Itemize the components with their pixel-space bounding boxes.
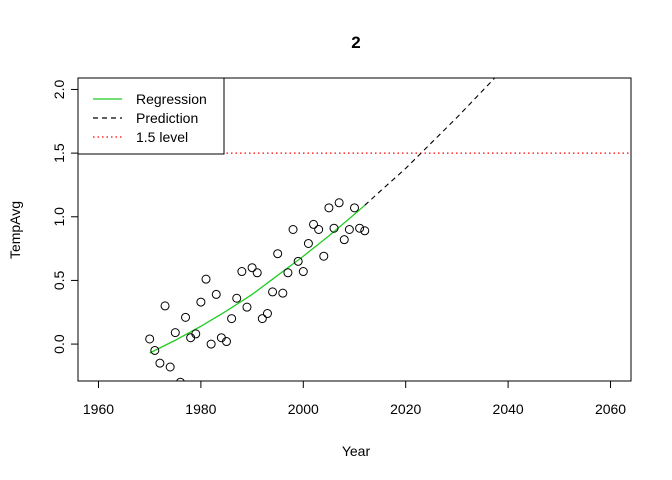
legend-label: Regression xyxy=(136,91,207,107)
data-point xyxy=(165,362,175,372)
data-point xyxy=(252,268,262,278)
y-tick-label: 2.0 xyxy=(51,80,67,100)
data-point xyxy=(160,301,170,311)
y-tick-label: 1.0 xyxy=(51,207,67,227)
data-point xyxy=(293,256,303,266)
y-tick-label: 1.5 xyxy=(51,143,67,163)
data-point xyxy=(355,223,365,233)
data-point xyxy=(155,358,165,368)
data-point xyxy=(170,328,180,338)
data-point xyxy=(237,267,247,277)
x-tick-label: 2020 xyxy=(390,401,421,417)
data-point xyxy=(150,345,160,355)
y-tick-label: 0.5 xyxy=(51,270,67,290)
x-axis-title: Year xyxy=(342,443,371,459)
data-point xyxy=(181,312,191,322)
data-point xyxy=(329,223,339,233)
data-point xyxy=(298,267,308,277)
data-point xyxy=(247,263,257,273)
chart-title: 2 xyxy=(351,33,360,52)
data-point xyxy=(303,239,313,249)
data-point xyxy=(309,219,319,229)
data-point xyxy=(278,288,288,298)
data-point xyxy=(232,293,242,303)
data-point xyxy=(268,287,278,297)
data-point xyxy=(176,377,185,381)
x-tick-label: 2040 xyxy=(493,401,524,417)
data-point xyxy=(221,337,231,347)
x-tick-label: 2000 xyxy=(288,401,319,417)
legend-label: Prediction xyxy=(136,110,198,126)
data-point xyxy=(288,225,298,234)
regression-layer xyxy=(149,204,366,354)
y-axis-title: TempAvg xyxy=(7,201,23,259)
data-point xyxy=(145,334,155,344)
x-axis: 1960 1980 2000 2020 2040 2060 xyxy=(83,380,626,417)
y-axis: 0.0 0.5 1.0 1.5 2.0 xyxy=(51,80,79,354)
data-point xyxy=(257,314,267,324)
data-point xyxy=(283,268,293,278)
prediction-layer xyxy=(364,78,496,206)
data-point xyxy=(211,289,221,299)
points-layer xyxy=(145,198,370,381)
data-point xyxy=(206,339,216,349)
data-point xyxy=(350,203,359,213)
data-point xyxy=(344,225,354,234)
data-point xyxy=(242,302,252,312)
prediction-line xyxy=(364,78,496,206)
x-tick-label: 1980 xyxy=(185,401,216,417)
data-point xyxy=(191,329,201,339)
x-tick-label: 1960 xyxy=(83,401,114,417)
data-point xyxy=(319,251,329,261)
data-point xyxy=(196,297,206,307)
data-point xyxy=(314,225,324,234)
data-point xyxy=(339,235,349,245)
legend: Regression Prediction 1.5 level xyxy=(77,77,225,155)
data-point xyxy=(334,198,344,208)
data-point xyxy=(273,249,283,259)
y-tick-label: 0.0 xyxy=(51,334,67,354)
data-point xyxy=(262,309,272,319)
data-point xyxy=(360,226,370,236)
legend-label: 1.5 level xyxy=(136,129,188,145)
regression-line xyxy=(149,204,366,354)
x-tick-label: 2060 xyxy=(595,401,626,417)
legend-box xyxy=(77,77,225,155)
data-point xyxy=(227,314,237,324)
data-point xyxy=(201,274,211,284)
data-point xyxy=(324,203,334,213)
